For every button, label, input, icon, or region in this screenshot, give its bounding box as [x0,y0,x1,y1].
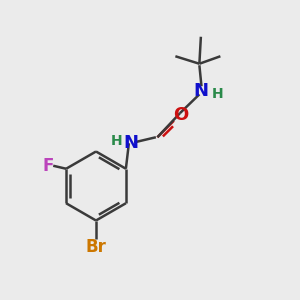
Text: Br: Br [85,238,106,256]
Text: N: N [123,134,138,152]
Text: H: H [110,134,122,148]
Text: N: N [194,82,208,100]
Text: F: F [42,157,54,175]
Text: H: H [212,87,223,101]
Text: O: O [173,106,188,124]
